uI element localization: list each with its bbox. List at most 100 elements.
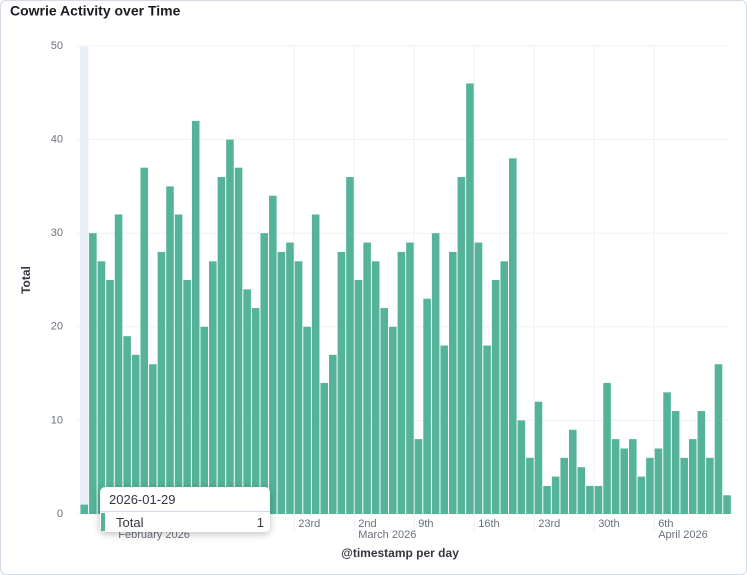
bar [89, 233, 97, 514]
y-tick-label: 50 [51, 40, 63, 52]
bar [620, 448, 628, 514]
bar [671, 411, 680, 514]
bar [628, 439, 637, 514]
x-tick-label: 23rd [538, 518, 560, 530]
bar [517, 420, 526, 514]
bar [251, 308, 260, 514]
bar [140, 167, 149, 514]
chart-title: Cowrie Activity over Time [10, 3, 181, 19]
x-tick-label: 2nd [358, 518, 376, 530]
x-tick-label: 30th [598, 518, 619, 530]
bar [97, 261, 106, 514]
x-tick-label: 6th [658, 518, 673, 530]
bar [80, 504, 89, 514]
bar [706, 457, 714, 514]
tooltip: 2026-01-29 Total 1 [100, 487, 270, 532]
bar [723, 495, 731, 514]
bar [500, 261, 508, 514]
x-axis-title: @timestamp per day [341, 546, 459, 560]
bar [311, 214, 320, 515]
bar [131, 354, 140, 514]
bar [680, 457, 688, 514]
bar [371, 261, 380, 514]
y-tick-label: 0 [57, 508, 63, 520]
bar [526, 457, 534, 514]
bar [423, 298, 431, 514]
bar [543, 485, 551, 514]
bar [380, 308, 389, 514]
bar [568, 429, 577, 514]
bar [354, 280, 363, 514]
bar [654, 448, 663, 514]
bar [688, 439, 697, 514]
bar [586, 485, 594, 514]
x-month-label: March 2026 [358, 529, 416, 541]
bar [337, 251, 346, 515]
bar [346, 177, 354, 515]
bar [234, 167, 243, 514]
bar [603, 382, 611, 514]
bar [277, 251, 286, 515]
bar [637, 476, 646, 514]
bar [389, 326, 397, 514]
bar [209, 261, 217, 514]
bar [491, 280, 500, 514]
x-tick-label: 23rd [298, 518, 320, 530]
bar [191, 120, 200, 514]
tooltip-series: Total [116, 515, 144, 530]
bar [329, 354, 337, 514]
tooltip-separator [100, 511, 270, 512]
bar [714, 364, 723, 514]
bar [149, 364, 157, 514]
bar [114, 214, 123, 515]
bar [431, 233, 440, 514]
x-tick-label: 16th [478, 518, 499, 530]
bar [474, 242, 483, 514]
tooltip-value: 1 [256, 515, 264, 530]
bar [217, 177, 226, 515]
bar [449, 251, 457, 515]
bar [509, 158, 517, 514]
bar [294, 261, 303, 514]
bar [320, 382, 329, 514]
bar [551, 476, 560, 514]
hover-band [80, 46, 89, 514]
bar [166, 186, 174, 514]
bar [183, 280, 191, 514]
bar [560, 457, 568, 514]
bar [200, 326, 209, 514]
bar [106, 280, 114, 514]
bar [594, 485, 603, 514]
bar [226, 139, 234, 514]
y-tick-label: 20 [51, 321, 63, 333]
bar [123, 336, 131, 514]
bar [260, 233, 269, 514]
bar [611, 439, 620, 514]
tooltip-swatch [101, 513, 105, 531]
bar [414, 439, 423, 514]
tooltip-date: 2026-01-29 [109, 492, 176, 507]
bar [363, 242, 371, 514]
x-tick-label: 9th [418, 518, 433, 530]
y-axis-title: Total [19, 266, 33, 294]
bar [697, 411, 706, 514]
bar [466, 83, 474, 514]
bar [157, 251, 166, 515]
bar [577, 467, 586, 514]
bar [406, 242, 414, 514]
bar [174, 214, 183, 515]
bar [534, 401, 543, 514]
y-tick-label: 40 [51, 134, 63, 146]
bar [663, 392, 671, 514]
bar [243, 289, 251, 514]
bar [303, 326, 311, 514]
bar [286, 242, 294, 514]
bar [457, 177, 466, 515]
y-tick-label: 30 [51, 227, 63, 239]
bar [440, 345, 449, 514]
x-month-label: April 2026 [658, 529, 708, 541]
bar [397, 251, 406, 515]
y-tick-label: 10 [51, 414, 63, 426]
